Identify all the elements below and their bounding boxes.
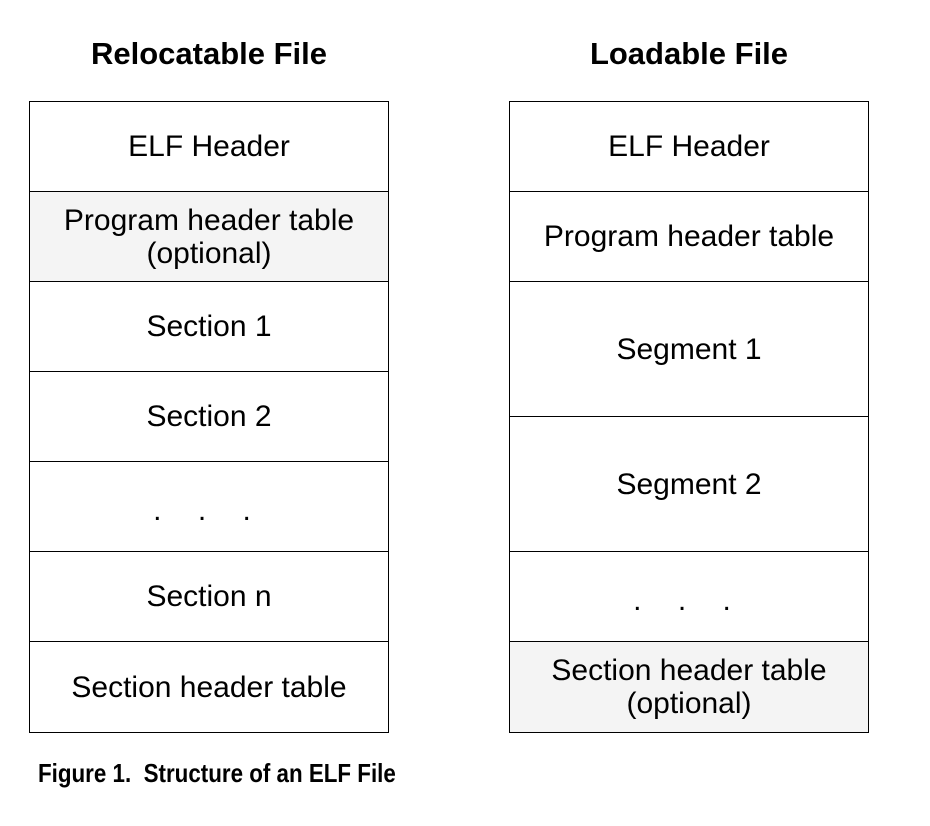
relocatable-ellipsis-block: . . . [30, 462, 388, 552]
loadable-ellipsis-block: . . . [510, 552, 868, 642]
relocatable-section-1-block: Section 1 [30, 282, 388, 372]
loadable-segment-1-block: Segment 1 [510, 282, 868, 417]
loadable-program-header-table-block: Program header table [510, 192, 868, 282]
relocatable-section-n-block: Section n [30, 552, 388, 642]
loadable-segment-2-block: Segment 2 [510, 417, 868, 552]
loadable-elf-header-block: ELF Header [510, 102, 868, 192]
loadable-section-header-table-block: Section header table (optional) [510, 642, 868, 732]
relocatable-section-header-table-block: Section header table [30, 642, 388, 732]
relocatable-section-2-block: Section 2 [30, 372, 388, 462]
relocatable-file-stack: ELF Header Program header table (optiona… [29, 101, 389, 733]
loadable-file-stack: ELF Header Program header table Segment … [509, 101, 869, 733]
relocatable-elf-header-block: ELF Header [30, 102, 388, 192]
figure-caption: Figure 1. Structure of an ELF File [38, 758, 396, 788]
loadable-file-title: Loadable File [589, 36, 789, 71]
relocatable-file-title: Relocatable File [90, 36, 328, 71]
relocatable-program-header-table-block: Program header table (optional) [30, 192, 388, 282]
